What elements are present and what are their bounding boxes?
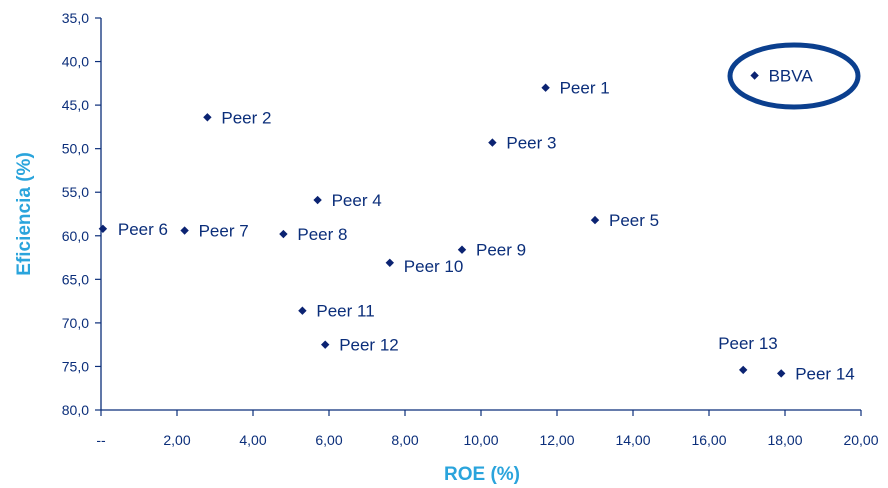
data-point-peer-12 xyxy=(321,340,330,349)
x-axis-title: ROE (%) xyxy=(444,464,520,485)
x-tick-label: 8,00 xyxy=(391,432,418,448)
data-point-peer-13 xyxy=(739,365,748,375)
point-label-peer-13: Peer 13 xyxy=(718,334,778,353)
data-point-peer-3 xyxy=(488,138,497,147)
point-label-peer-11: Peer 11 xyxy=(316,302,374,321)
y-tick-label: 35,0 xyxy=(62,10,89,26)
data-point-bbva xyxy=(750,71,759,80)
y-tick-label: 45,0 xyxy=(62,97,89,113)
bbva-highlight-ring xyxy=(727,42,861,110)
point-label-peer-1: Peer 1 xyxy=(560,79,610,98)
point-label-peer-2: Peer 2 xyxy=(221,108,271,127)
point-label-peer-6: Peer 6 xyxy=(118,220,168,239)
data-point-peer-9 xyxy=(457,245,467,254)
point-label-bbva: BBVA xyxy=(769,66,814,85)
y-tick-label: 40,0 xyxy=(62,54,89,70)
x-tick-label: 20,00 xyxy=(843,432,878,448)
point-label-peer-7: Peer 7 xyxy=(199,222,249,241)
point-label-peer-8: Peer 8 xyxy=(297,225,347,244)
y-tick-label: 70,0 xyxy=(62,315,89,331)
y-tick-label: 55,0 xyxy=(62,184,89,200)
x-tick-label: 12,00 xyxy=(539,432,574,448)
data-points xyxy=(98,71,786,378)
data-point-peer-4 xyxy=(313,195,322,205)
point-label-peer-14: Peer 14 xyxy=(795,364,855,383)
x-tick-label: 16,00 xyxy=(691,432,726,448)
x-tick-label: 4,00 xyxy=(239,432,266,448)
x-tick-label: 2,00 xyxy=(163,432,190,448)
point-label-peer-5: Peer 5 xyxy=(609,211,659,230)
tick-labels: 35,0 40,0 45,0 50,0 55,0 60,0 65,0 70,0 75,0 80,0… xyxy=(62,10,879,448)
data-point-peer-5 xyxy=(590,215,600,225)
point-labels: BBVA Peer 1 Peer 2 Peer 3 Peer 4 Peer 5 Peer 6… xyxy=(118,66,855,383)
x-tick-label: 6,00 xyxy=(315,432,342,448)
y-tick-label: 50,0 xyxy=(62,141,89,157)
y-tick-label: 75,0 xyxy=(62,358,89,374)
data-point-peer-10 xyxy=(385,258,394,267)
x-tick-label: 18,00 xyxy=(767,432,802,448)
point-label-peer-3: Peer 3 xyxy=(506,134,556,153)
point-label-peer-10: Peer 10 xyxy=(404,257,464,276)
data-point-peer-6 xyxy=(98,224,108,234)
point-label-peer-12: Peer 12 xyxy=(339,336,399,355)
y-axis-title: Eficiencia (%) xyxy=(14,152,35,276)
point-label-peer-4: Peer 4 xyxy=(332,191,382,210)
point-label-peer-9: Peer 9 xyxy=(476,241,526,260)
data-point-peer-14 xyxy=(777,369,786,378)
x-tick-label: 14,00 xyxy=(615,432,650,448)
x-tick-label: 10,00 xyxy=(463,432,498,448)
data-point-peer-2 xyxy=(203,113,212,122)
x-tick-label: -- xyxy=(96,432,106,448)
data-point-peer-7 xyxy=(180,226,189,235)
data-point-peer-11 xyxy=(298,306,307,315)
y-tick-label: 65,0 xyxy=(62,271,89,287)
y-tick-label: 60,0 xyxy=(62,228,89,244)
data-point-peer-1 xyxy=(541,83,550,92)
y-tick-label: 80,0 xyxy=(62,402,89,418)
data-point-peer-8 xyxy=(279,229,288,239)
